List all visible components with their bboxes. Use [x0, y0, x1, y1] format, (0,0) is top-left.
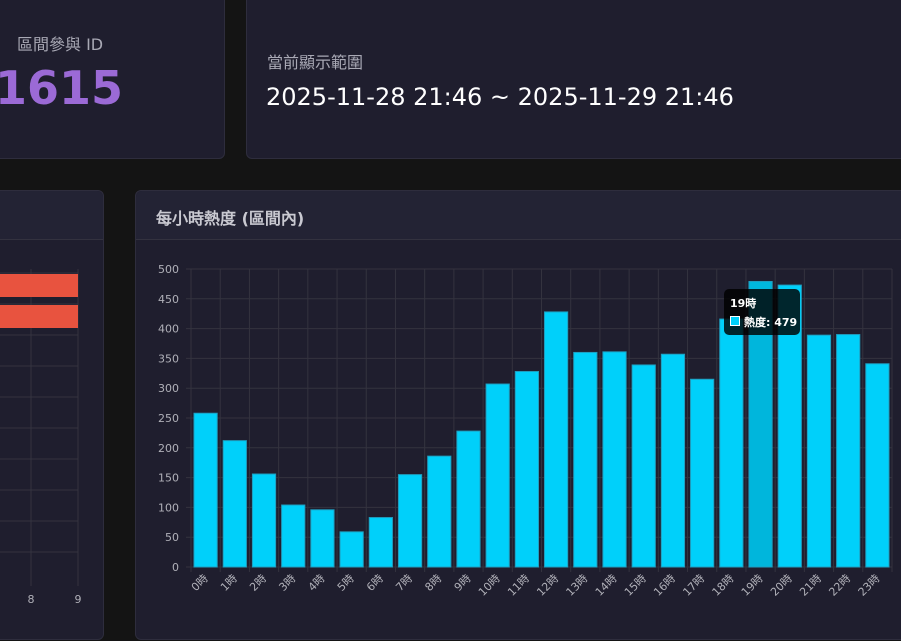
y-tick-label: 500 — [158, 263, 179, 276]
tooltip-title: 19時 — [730, 297, 757, 310]
legend-swatch-icon — [730, 316, 740, 326]
x-tick-label: 22時 — [826, 572, 853, 599]
bar-21 — [806, 334, 832, 568]
hourly-heat-chart[interactable]: 0 50 100 150 200 250 300 350 400 450 500 0時 1時 2時 3時 4時… — [136, 191, 901, 641]
bar-22 — [836, 334, 861, 568]
y-tick-label: 200 — [158, 442, 179, 455]
x-tick-label: 0時 — [189, 572, 211, 594]
bar-11 — [514, 371, 539, 568]
y-tick-label: 100 — [158, 501, 179, 514]
hourly-heat-header: 每小時熱度 (區間內) — [136, 191, 901, 240]
bar-1 — [222, 440, 247, 568]
bar-19 — [748, 281, 773, 568]
bar-12 — [544, 311, 569, 568]
x-tick-label: 4時 — [306, 572, 328, 594]
y-tick-label: 450 — [158, 293, 179, 306]
y-tick-label: 150 — [158, 472, 179, 485]
left-bar-0 — [0, 274, 78, 297]
bar-23 — [865, 363, 890, 568]
x-tick-label: 19時 — [739, 572, 766, 599]
display-range-card: 當前顯示範圍 2025-11-28 21:46 ~ 2025-11-29 21:… — [246, 0, 901, 159]
bar-4 — [310, 509, 335, 568]
x-tick-label: 20時 — [768, 572, 795, 599]
x-tick-label: 17時 — [680, 572, 707, 599]
x-tick-label: 7時 — [393, 572, 415, 594]
bar-0 — [193, 412, 218, 568]
x-tick-label: 13時 — [564, 572, 591, 599]
x-tick-label: 14時 — [593, 572, 620, 599]
x-tick-label: 10時 — [476, 572, 503, 599]
x-tick-label: 2時 — [247, 572, 269, 594]
y-tick-label: 350 — [158, 352, 179, 365]
participant-id-value: 1615 — [0, 61, 124, 115]
x-tick-label: 15時 — [622, 572, 649, 599]
x-tick-label: 3時 — [276, 572, 298, 594]
participant-id-label: 區間參與 ID — [17, 35, 104, 54]
display-range-label: 當前顯示範圍 — [267, 53, 364, 72]
chart-tooltip: 19時 熱度: 479 — [724, 289, 800, 335]
x-tick-label: 8時 — [422, 572, 444, 594]
tooltip-value: 熱度: 479 — [744, 316, 798, 329]
participant-id-card: 區間參與 ID 1615 — [0, 0, 225, 159]
y-tick-label: 250 — [158, 412, 179, 425]
x-tick-label: 12時 — [534, 572, 561, 599]
display-range-value: 2025-11-28 21:46 ~ 2025-11-29 21:46 — [266, 83, 734, 111]
bar-6 — [368, 517, 393, 568]
bar-3 — [281, 504, 306, 568]
bar-20 — [777, 284, 802, 568]
x-tick-label: 9時 — [452, 572, 474, 594]
bar-16 — [660, 353, 686, 568]
bar-10 — [485, 383, 510, 568]
bar-9 — [456, 430, 481, 568]
x-tick-label: 21時 — [797, 572, 824, 599]
bar-5 — [339, 531, 364, 568]
x-tick-label: 8 — [28, 593, 35, 606]
bar-13 — [573, 351, 598, 568]
left-chart-header — [0, 191, 103, 240]
bar-14 — [602, 351, 627, 568]
bar-18 — [719, 318, 744, 568]
x-tick-label: 18時 — [710, 572, 737, 599]
bar-15 — [631, 364, 656, 568]
hourly-heat-title: 每小時熱度 (區間內) — [156, 209, 305, 228]
x-tick-label: 9 — [75, 593, 82, 606]
bar-8 — [427, 455, 452, 568]
bar-17 — [690, 378, 715, 568]
hourly-heat-card: 每小時熱度 (區間內) 0 50 100 150 200 250 300 350 400 450 5… — [135, 190, 901, 640]
y-tick-label: 400 — [158, 323, 179, 336]
x-tick-label: 5時 — [335, 572, 357, 594]
x-tick-label: 16時 — [651, 572, 678, 599]
x-tick-label: 11時 — [505, 572, 532, 599]
x-tick-label: 6時 — [364, 572, 386, 594]
x-tick-label: 23時 — [856, 572, 883, 599]
y-tick-label: 300 — [158, 382, 179, 395]
bar-7 — [397, 474, 423, 568]
x-tick-label: 1時 — [218, 572, 240, 594]
bar-2 — [251, 473, 277, 568]
left-bar-1 — [0, 305, 78, 328]
y-tick-label: 50 — [165, 531, 179, 544]
y-tick-label: 0 — [172, 561, 179, 574]
